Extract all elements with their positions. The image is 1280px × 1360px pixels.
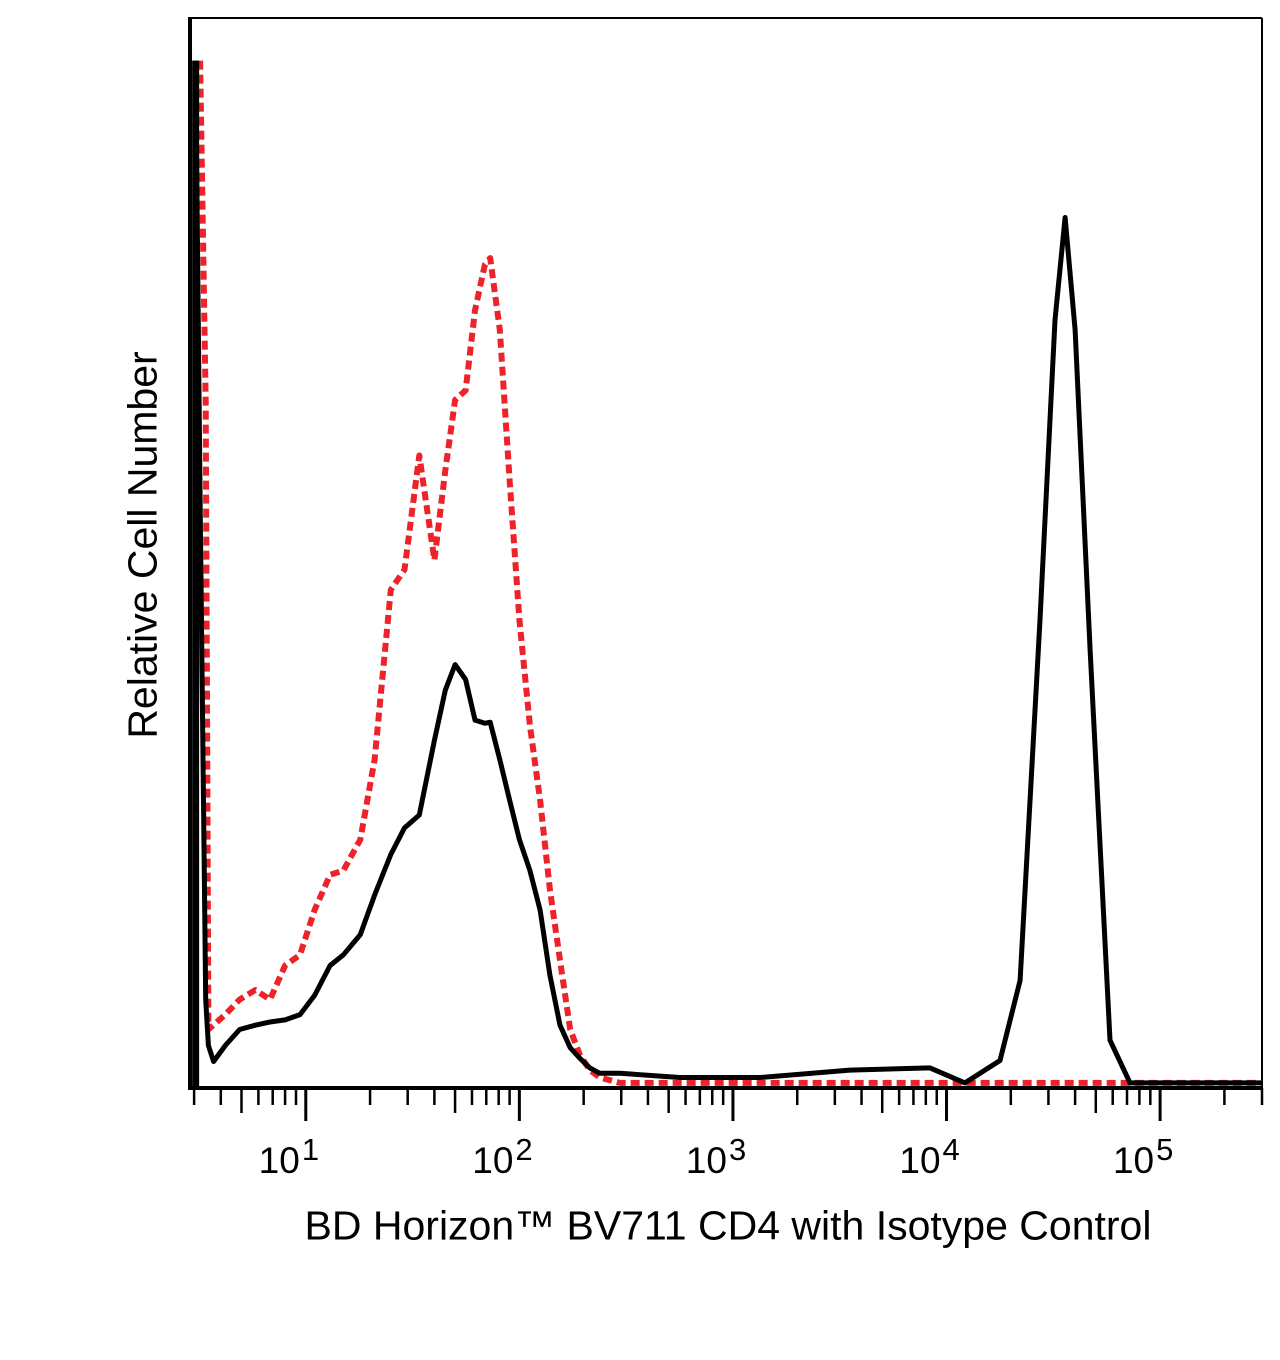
- x-axis-label: BD Horizon™ BV711 CD4 with Isotype Contr…: [304, 1202, 1152, 1249]
- plot-frame: [188, 17, 1263, 1090]
- x-tick-label: 101: [258, 1132, 319, 1182]
- x-axis-ticks: [192, 1088, 1264, 1121]
- tick-exponent: 4: [942, 1132, 960, 1167]
- tick-base: 10: [685, 1140, 727, 1181]
- tick-exponent: 5: [1156, 1132, 1174, 1167]
- y-axis-label: Relative Cell Number: [119, 351, 166, 739]
- series-layer: [192, 60, 1262, 1088]
- tick-base: 10: [1112, 1140, 1155, 1181]
- x-tick-label: 105: [1112, 1132, 1173, 1182]
- tick-exponent: 3: [728, 1132, 747, 1167]
- tick-exponent: 2: [515, 1132, 533, 1167]
- x-tick-label: 103: [685, 1132, 746, 1182]
- tick-base: 10: [899, 1140, 941, 1181]
- x-tick-label: 104: [899, 1132, 959, 1182]
- cd4-stained-curve: [193, 60, 1262, 1086]
- tick-base: 10: [258, 1140, 300, 1181]
- x-tick-label: 102: [472, 1132, 532, 1182]
- tick-base: 10: [472, 1140, 514, 1181]
- isotype-control-curve: [197, 60, 1262, 1086]
- tick-exponent: 1: [301, 1132, 320, 1167]
